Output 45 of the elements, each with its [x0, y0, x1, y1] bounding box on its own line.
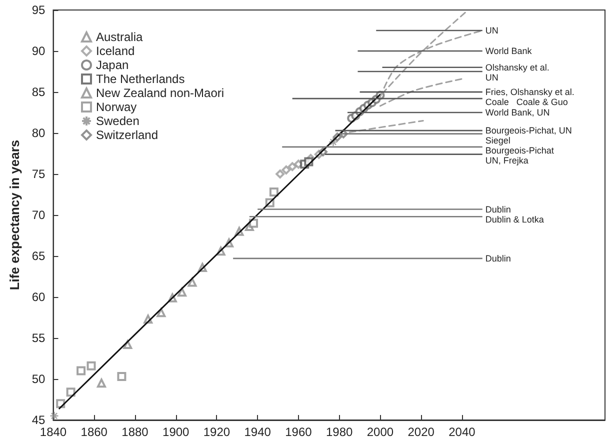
legend-label: New Zealand non-Maori — [96, 86, 224, 100]
series-label: Olshansky et al. — [485, 62, 550, 72]
x-tick-label: 1840 — [40, 425, 67, 439]
x-tick-label: 2040 — [448, 425, 476, 439]
series-label: Dublin — [485, 204, 511, 214]
y-tick-label: 50 — [32, 372, 46, 386]
y-tick-label: 65 — [32, 249, 46, 263]
x-tick-label: 1960 — [285, 425, 312, 439]
legend-label: Japan — [96, 58, 129, 72]
x-tick-label: 2000 — [366, 425, 394, 439]
series-label: UN — [485, 26, 498, 36]
series-label: Bourgeois-Pichat, UN — [485, 126, 572, 136]
legend-label: Iceland — [96, 44, 135, 58]
y-tick-label: 75 — [32, 167, 46, 181]
x-tick-label: 1860 — [80, 425, 108, 439]
y-tick-label: 45 — [32, 413, 46, 427]
x-tick-label: 1900 — [162, 425, 190, 439]
legend-label: Sweden — [96, 114, 140, 128]
series-label: Siegel — [485, 136, 510, 146]
series-label: Fries, Olshansky et al. — [485, 87, 574, 97]
series-label: UN, Frejka — [485, 156, 528, 166]
series-label: Dublin & Lotka — [485, 214, 544, 224]
series-label: World Bank — [485, 46, 532, 56]
x-tick-label: 1980 — [326, 425, 354, 439]
x-tick-label: 1940 — [244, 425, 272, 439]
y-tick-label: 70 — [32, 208, 46, 222]
series-label: Coale Coale & Guo — [485, 97, 568, 107]
series-label: World Bank, UN — [485, 108, 550, 118]
x-tick-label: 2020 — [408, 425, 435, 439]
y-tick-label: 60 — [32, 290, 46, 304]
x-tick-label: 1920 — [203, 425, 230, 439]
y-tick-label: 80 — [32, 126, 46, 140]
series-label: Dublin — [485, 253, 511, 264]
legend-label: Australia — [96, 30, 144, 44]
series-label: UN — [485, 72, 498, 82]
series-label: Bourgeois-Pichat — [485, 146, 554, 156]
y-tick-label: 90 — [32, 44, 46, 58]
legend-label: Norway — [96, 100, 137, 114]
legend-label: The Netherlands — [96, 72, 185, 86]
legend-label: Switzerland — [96, 128, 158, 142]
y-tick-label: 55 — [32, 331, 46, 345]
y-tick-label: 85 — [32, 85, 46, 99]
y-axis-title: Life expectancy in years — [7, 140, 22, 290]
y-tick-label: 95 — [32, 3, 46, 17]
x-tick-label: 1880 — [122, 425, 149, 439]
